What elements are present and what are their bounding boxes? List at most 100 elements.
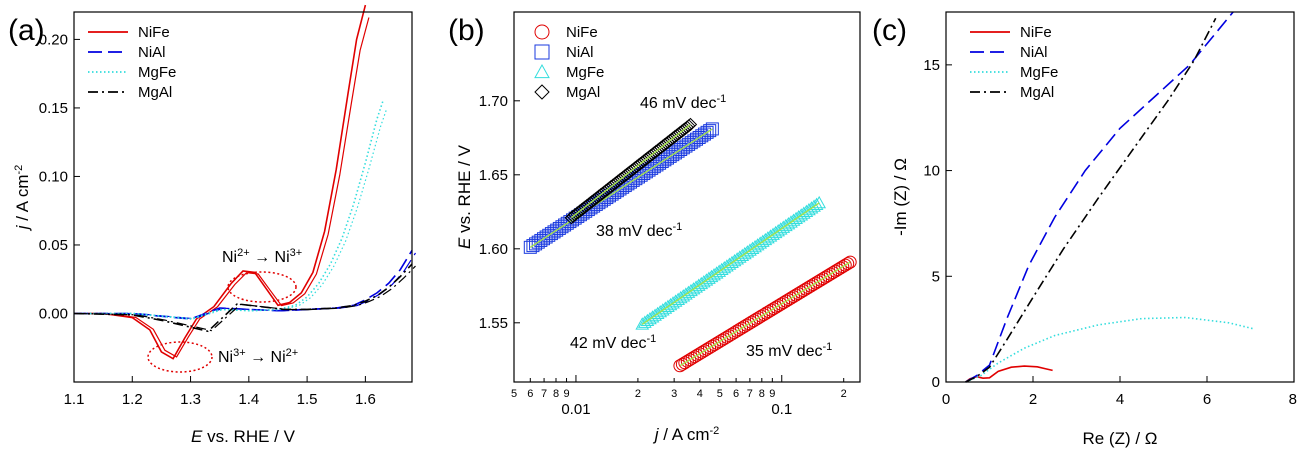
data-point-square [639,165,653,179]
xminor-label: 9 [563,388,569,400]
xtick-label: 0 [942,391,950,408]
panel-a-label: (a) [8,14,45,47]
data-point-square [552,221,566,235]
annotation-red: Ni3+ → Ni2+ [218,347,298,366]
data-point-square [697,127,711,141]
legend-label: NiAl [1020,44,1048,61]
legend-label: MgAl [566,84,600,101]
data-point-diamond [534,84,550,100]
legend-label: MgAl [1020,84,1054,101]
data-point-square [692,130,706,144]
xminor-label: 6 [733,388,739,400]
panel-b-xlabel: j / A cm-2 [653,425,720,444]
legend-label: NiFe [1020,24,1052,41]
series-mgfe-line [965,316,1255,383]
data-point-square [539,230,553,244]
data-point-square [705,122,719,136]
data-point-square [660,151,674,165]
data-point-square [566,213,580,227]
data-point-square [534,44,550,60]
legend-label: MgAl [138,84,172,101]
panel-b-legend: NiFe NiAl MgFe MgAl [534,24,604,101]
panel-c-label: (c) [872,14,907,47]
panel-a-ylabel: j / A cm-2 [13,165,32,232]
data-point-circle [841,257,855,271]
data-point-square [695,129,709,143]
data-point-square [526,239,540,253]
panel-c-ylabel: -Im (Z) / Ω [891,158,910,236]
xtick-label: 1.5 [297,391,318,408]
series-nife-return-line [77,17,370,358]
panel-c-legend: NiFe NiAl MgFe MgAl [970,24,1058,101]
data-point-square [597,192,611,206]
data-point-square [523,240,537,254]
data-point-circle [534,24,550,40]
data-point-square [655,155,669,169]
data-point-square [647,160,661,174]
data-point-square [536,232,550,246]
series-mgal-points [564,117,698,225]
ytick-label: 0.10 [39,168,68,185]
series-nial-return-line [77,252,417,320]
data-point-square [682,137,696,151]
data-point-square [676,141,690,155]
ytick-label: 0.20 [39,31,68,48]
xminor-label: 6 [527,388,533,400]
ytick-label: 0.05 [39,237,68,254]
xtick-label: 1.2 [122,391,143,408]
panel-c-xlabel: Re (Z) / Ω [1082,429,1157,448]
data-point-square [663,149,677,163]
data-point-square [555,220,569,234]
data-point-triangle [807,199,821,212]
xminor-label: 8 [759,388,765,400]
legend-label: NiAl [138,44,166,61]
data-point-triangle [812,195,827,209]
series-nial-line [965,11,1234,383]
series-nife-points [673,255,857,373]
data-point-square [544,227,558,241]
xtick-label: 2 [1029,391,1037,408]
xminor-label: 7 [541,388,547,400]
legend-label: NiAl [566,44,594,61]
xminor-label: 2 [841,388,847,400]
series-nife-line [965,365,1053,383]
ytick-label: 1.65 [479,167,508,184]
tafel-label-nial: 38 mV dec-1 [596,221,682,240]
panel-b-label: (b) [448,14,485,47]
panel-a-chart: 1.1 1.2 1.3 1.4 1.5 1.6 0.00 0.05 0.10 0.15 0.20 N… [13,4,417,446]
data-point-square [666,148,680,162]
xtick-label: 4 [1116,391,1124,408]
annotation-ox: Ni2+ → Ni3+ [222,247,302,266]
data-point-square [679,139,693,153]
xtick-label: 1.3 [180,391,201,408]
data-point-square [690,132,704,146]
data-point-square [684,136,698,150]
data-point-square [558,218,572,232]
xtick-label: 1.4 [238,391,259,408]
data-point-square [674,143,688,157]
xtick-label: 0.01 [561,401,590,418]
data-point-triangle [809,197,824,210]
legend-label: MgFe [566,64,604,81]
xminor-label: 5 [717,388,723,400]
xminor-label: 4 [697,388,703,400]
legend-label: NiFe [138,24,170,41]
panel-a-legend: NiFe NiAl MgFe MgAl [88,24,176,101]
xtick-label: 1.1 [64,391,85,408]
data-point-square [653,156,667,170]
xminor-label: 7 [747,388,753,400]
series-mgal-fit-line [570,123,691,219]
data-point-diamond [683,117,698,132]
tafel-label-mgal: 46 mV dec-1 [640,93,726,112]
xminor-label: 3 [671,388,677,400]
data-point-triangle [534,63,550,79]
data-point-square [645,161,659,175]
series-mgfe-fit-line [641,202,820,325]
panel-a-frame [73,11,413,383]
data-point-square [671,144,685,158]
series-mgal-line [965,17,1217,383]
reduction-peak-ellipse [147,341,213,373]
data-point-square [687,134,701,148]
